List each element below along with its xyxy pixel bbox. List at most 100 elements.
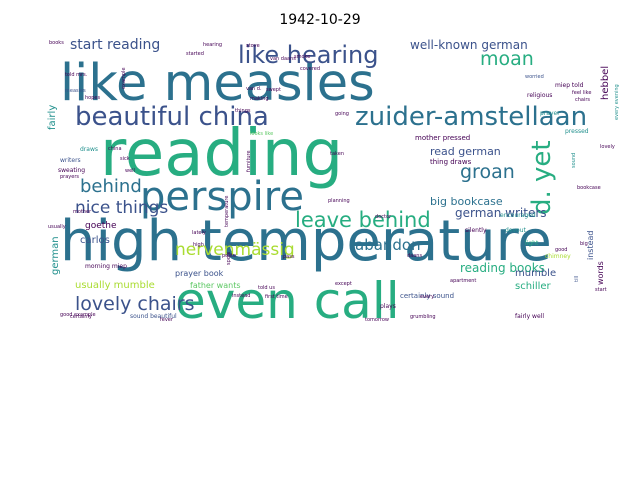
word-things: things (235, 108, 251, 114)
word-moan: moan (480, 48, 534, 70)
word-van-daans: van daans (270, 56, 296, 62)
word-fairly-well: fairly well (515, 313, 544, 320)
word-perspire: perspire (140, 174, 304, 220)
word-like-measles: like measles (60, 54, 375, 113)
word-china: china (108, 146, 122, 152)
word-swept: swept (266, 87, 281, 93)
word-plays: plays (380, 303, 396, 310)
word-prayer-book: prayer book (175, 269, 224, 278)
word-stove: stove (246, 43, 260, 49)
word-morning-miep: morning miep (85, 263, 127, 270)
word-covered: covered (300, 66, 320, 72)
word-usually-mumble: usually mumble (75, 280, 155, 291)
word-well: well (125, 168, 135, 174)
word-sound-beautiful: sound beautiful (130, 313, 177, 320)
word-like-hearing: like hearing (238, 41, 378, 69)
word-first-time: first time (265, 294, 288, 300)
word-mumble: mumble (515, 268, 556, 279)
word-hopes: hopes (85, 95, 100, 101)
word-polite: polite (222, 253, 236, 259)
word-tomorrow: tomorrow (365, 317, 389, 323)
word-writers: writers (60, 157, 81, 164)
word-leave-behind: leave behind (295, 208, 431, 232)
word-every-evening: every evening (614, 84, 620, 120)
word-every: every (420, 294, 434, 300)
word-reading: reading (100, 117, 343, 191)
word-chairs: chairs (575, 97, 590, 103)
word-groan: groan (460, 161, 515, 183)
word-grumbling: grumbling (410, 314, 436, 320)
word-zuider-amstellaan: zuider-amstellaan (355, 102, 587, 132)
word-thing-draws: thing draws (430, 158, 472, 166)
word-told-mrs-: told mrs. (65, 72, 88, 78)
word-hearing: hearing (203, 42, 222, 48)
word-read-german: read german (430, 145, 501, 158)
word-pass: pass (283, 254, 295, 260)
word-religious: religious (527, 92, 552, 99)
word-example: example (121, 67, 127, 89)
word-hebbel: hebbel (600, 66, 611, 100)
word-big-bookcase: big bookcase (430, 195, 503, 208)
word-high-temperature: high temperature (60, 209, 552, 274)
word-good-example: good example (60, 312, 96, 318)
word-lovely-chairs: lovely chairs (75, 293, 195, 315)
word-instead: instead (232, 293, 250, 299)
word-measles: measles (65, 88, 86, 94)
word-lovely: lovely (600, 144, 615, 150)
word-doctor: doctor (375, 214, 392, 220)
word-miep-told: miep told (555, 82, 584, 89)
word-prayer: prayer (540, 110, 560, 117)
word-pressed: pressed (565, 128, 589, 135)
word-van-d-: van d. (246, 86, 262, 92)
word-apartment: apartment (450, 278, 476, 284)
word-chimney: chimney (545, 253, 571, 260)
word-behind: behind (80, 176, 142, 197)
word-goethe: goethe (85, 221, 117, 231)
word-start-reading: start reading (70, 37, 160, 53)
word-sick: sick (120, 156, 130, 162)
word-light: light (525, 240, 539, 247)
word-high: high (193, 242, 204, 248)
word-planning: planning (328, 198, 350, 204)
word-lately: lately (192, 230, 206, 236)
word-daans: daans (407, 253, 422, 259)
word-mother: mother (73, 209, 92, 215)
word-start: start (595, 287, 607, 293)
word-instead: instead (586, 231, 595, 261)
word-fever: fever (160, 317, 174, 323)
word-bookcase: bookcase (577, 185, 601, 191)
word-father-wants: father wants (190, 281, 241, 290)
word-spots: spots (226, 251, 232, 265)
word-told-us: told us (258, 285, 275, 291)
word-silently: silently (465, 227, 487, 234)
word-usually: usually (48, 224, 66, 230)
word-making: making (250, 96, 269, 102)
chart-title: 1942-10-29 (279, 12, 361, 28)
word-certainly: certainly (70, 314, 92, 320)
word-beautiful-china: beautiful china (75, 102, 269, 132)
word-smoke: smoke (294, 54, 310, 60)
word-devout: devout (505, 227, 527, 234)
word-encouraged: encouraged (500, 212, 536, 219)
word-german-writers: german writers (455, 206, 547, 220)
word-draws: draws (80, 146, 98, 153)
word-looks-like: looks like (250, 131, 273, 137)
word-worried: worried (525, 74, 544, 80)
word-except: except (335, 281, 352, 287)
word-schiller: schiller (515, 281, 552, 292)
word-furniture: furniture (246, 150, 252, 172)
word-big: big (580, 241, 588, 247)
word-good: good (555, 247, 567, 253)
word-words: words (596, 261, 605, 285)
word-fairly: fairly (47, 105, 58, 130)
word-well-known-german: well-known german (410, 38, 528, 52)
word-sound: sound (571, 153, 577, 168)
word-started: started (186, 51, 204, 57)
word-german: german (50, 236, 61, 275)
word-mother-pressed: mother pressed (415, 134, 470, 142)
word-feel-like: feel like (572, 90, 591, 96)
word-abandon: abandon (355, 236, 421, 254)
word-sweating: sweating (58, 167, 85, 174)
word-certainly-sound: certainly sound (400, 292, 454, 300)
